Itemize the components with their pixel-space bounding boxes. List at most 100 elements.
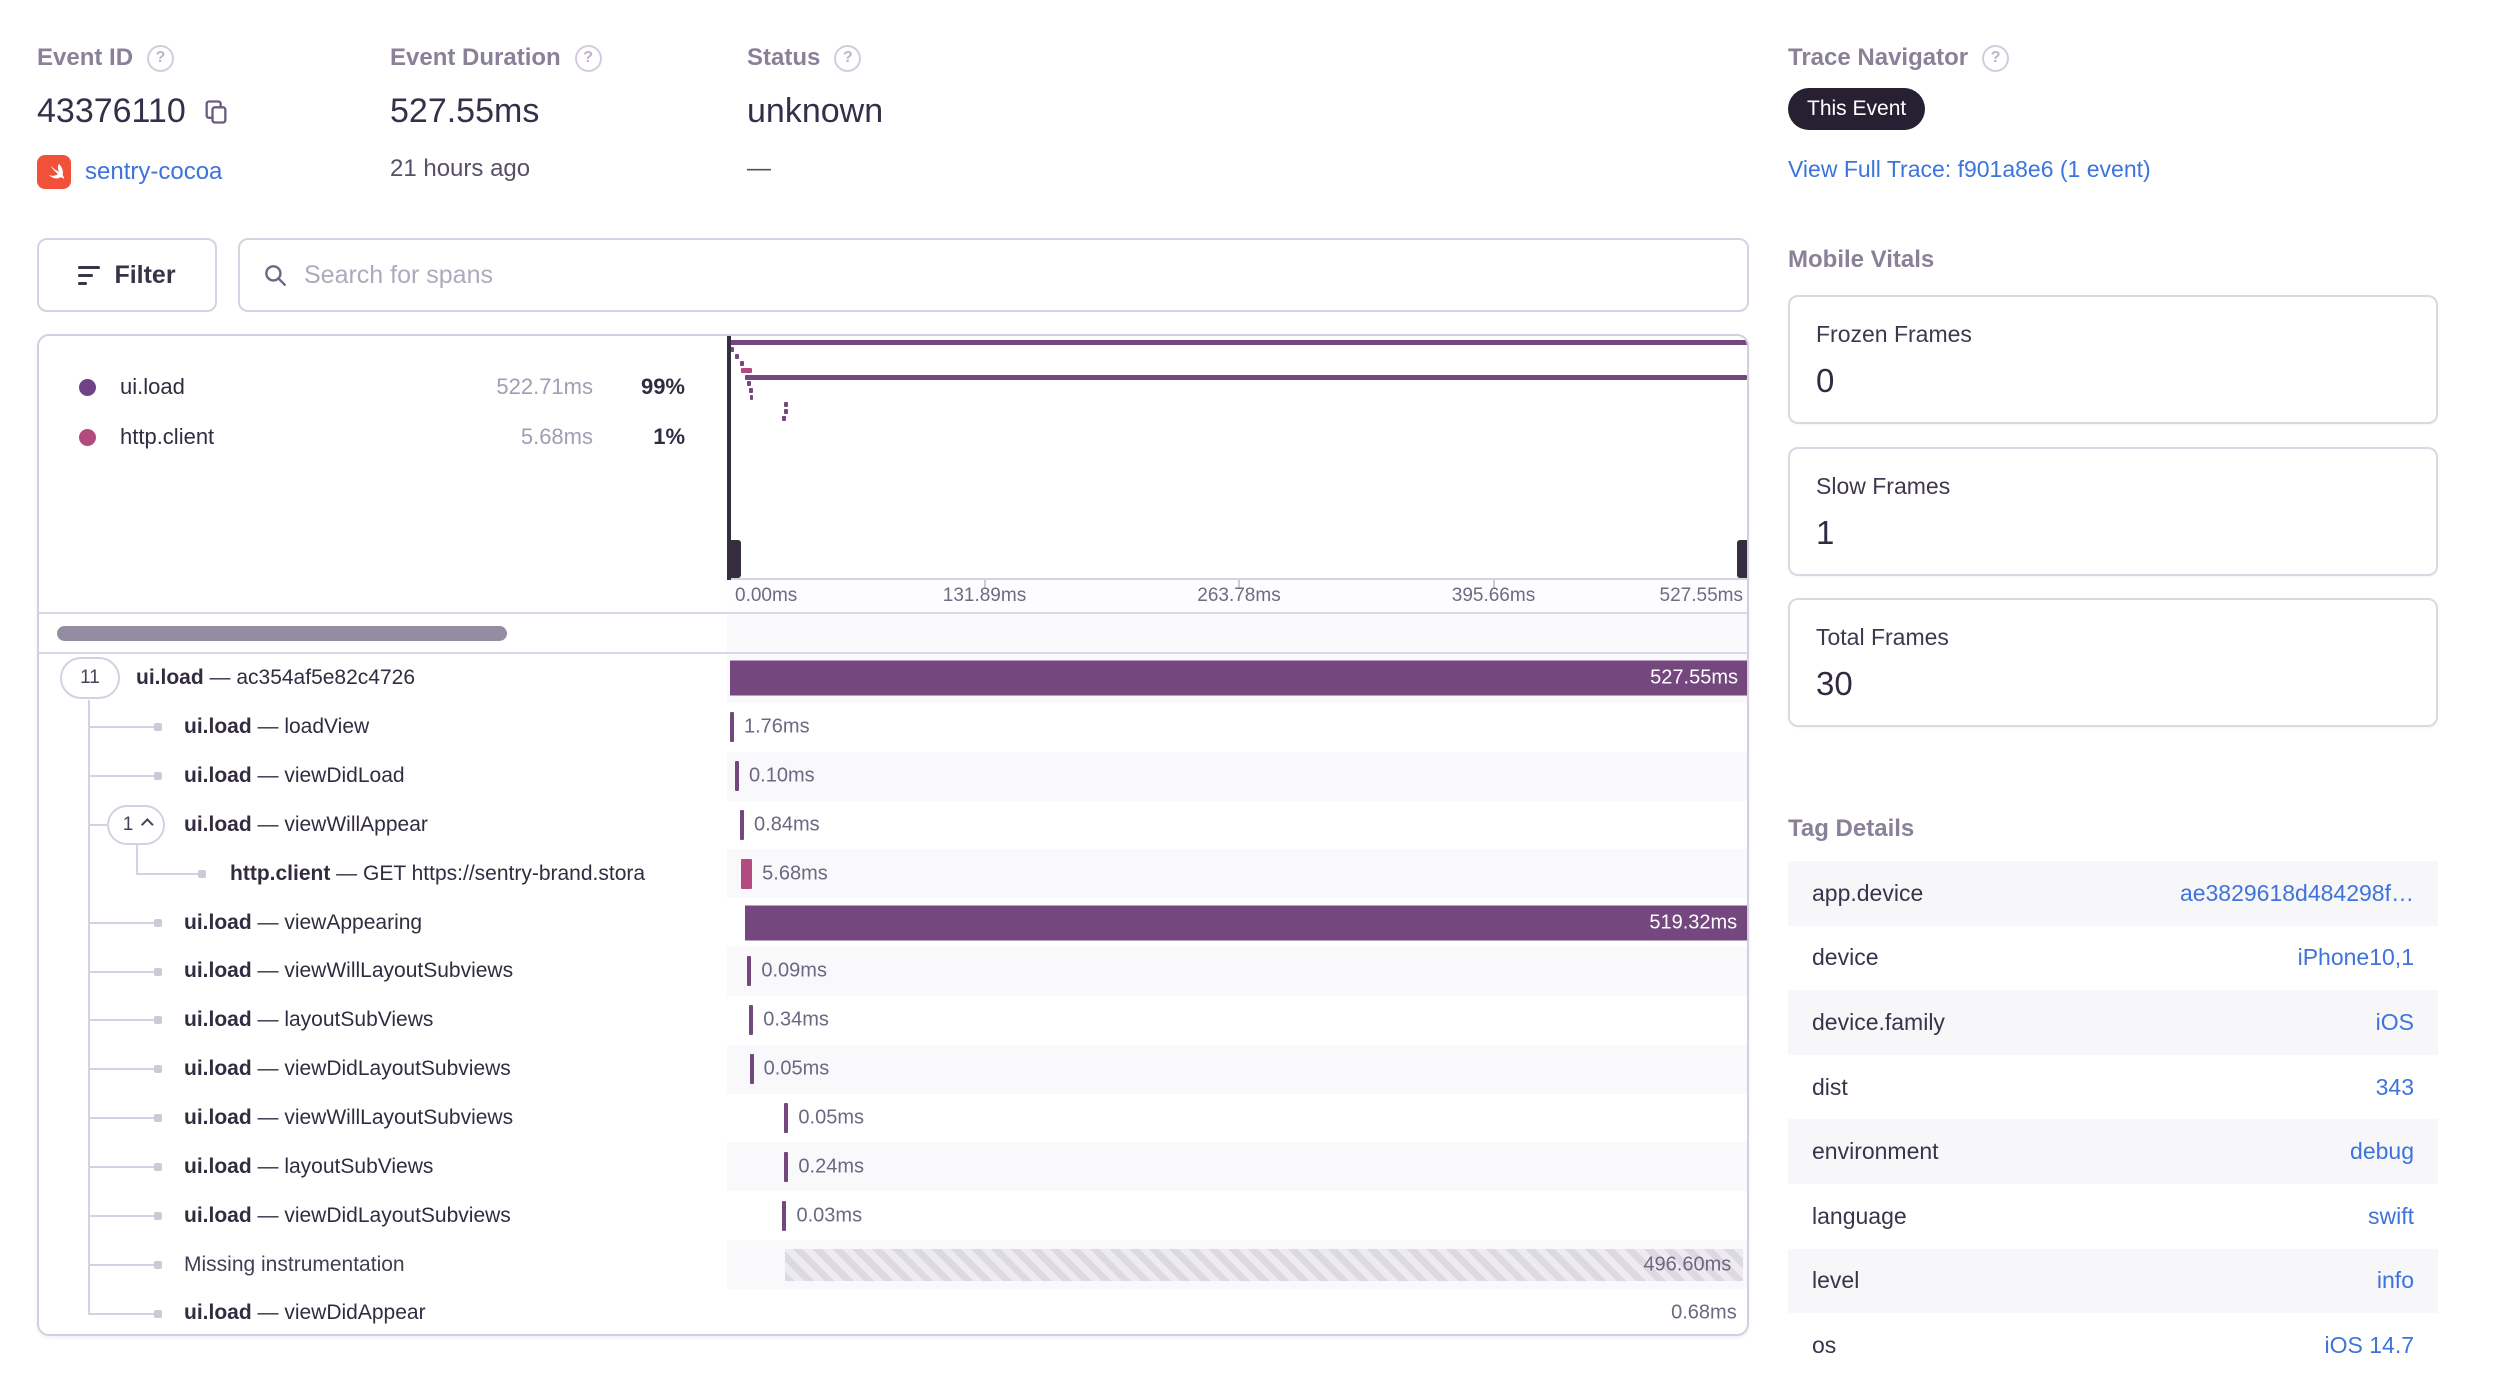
tag-row: app.device ae3829618d484298f… <box>1788 861 2438 926</box>
project-link[interactable]: sentry-cocoa <box>85 158 223 185</box>
sidebar: Trace Navigator ? This Event View Full T… <box>1788 0 2438 1366</box>
minimap-right-handle[interactable] <box>1737 540 1747 578</box>
span-tree-cell: ui.load — ac354af5e82c4726 <box>39 654 727 703</box>
span-row[interactable]: ui.load — layoutSubViews 0.34ms <box>39 996 1747 1045</box>
span-tree-cell: ui.load — viewWillLayoutSubviews <box>39 947 727 996</box>
span-duration-label: 0.03ms <box>796 1204 863 1227</box>
span-bar[interactable] <box>730 660 1747 696</box>
minimap-span <box>745 374 1747 380</box>
span-bar[interactable] <box>749 1054 754 1085</box>
legend-color-dot <box>79 378 96 396</box>
tag-value-link[interactable]: iPhone10,1 <box>2297 944 2414 971</box>
minimap-span <box>730 346 734 352</box>
filter-button[interactable]: Filter <box>37 238 217 312</box>
span-waterfall-cell: 5.68ms <box>727 849 1747 899</box>
legend-percent: 99% <box>640 374 685 399</box>
span-row[interactable]: ui.load — viewWillLayoutSubviews 0.05ms <box>39 1094 1747 1143</box>
tag-details-title: Tag Details <box>1788 815 1915 842</box>
mobile-vitals-title: Mobile Vitals <box>1788 246 1935 273</box>
tag-value-link[interactable]: 343 <box>2375 1073 2414 1100</box>
span-row[interactable]: ui.load — viewDidLayoutSubviews 0.03ms <box>39 1191 1747 1240</box>
span-tree-cell: http.client — GET https://sentry-brand.s… <box>39 849 727 898</box>
help-icon[interactable]: ? <box>1982 44 2010 72</box>
tag-key: environment <box>1812 1138 1939 1165</box>
span-row[interactable]: ui.load — viewWillAppear 0.84ms <box>39 801 1747 850</box>
span-bar[interactable] <box>784 1151 789 1182</box>
help-icon[interactable]: ? <box>147 44 175 72</box>
axis-tick-label: 263.78ms <box>1197 585 1281 606</box>
trace-navigator-title: Trace Navigator <box>1788 44 1969 71</box>
tag-key: os <box>1812 1331 1837 1358</box>
span-bar[interactable] <box>784 1248 1744 1281</box>
vital-card-value: 30 <box>1816 665 1853 702</box>
span-row[interactable]: ui.load — viewWillLayoutSubviews 0.09ms <box>39 947 1747 996</box>
span-autogroup-badge[interactable]: 1 <box>107 804 165 845</box>
span-row[interactable]: ui.load — viewDidLoad 0.10ms <box>39 751 1747 801</box>
tag-value-link[interactable]: ae3829618d484298f… <box>2179 879 2414 906</box>
tag-value-link[interactable]: iOS <box>2375 1008 2414 1035</box>
span-bar[interactable] <box>745 905 1747 941</box>
span-bar[interactable] <box>1746 1298 1747 1329</box>
span-tree-cell: ui.load — viewWillLayoutSubviews <box>39 1094 727 1143</box>
minimap-right-handle[interactable] <box>1747 336 1749 580</box>
axis-tick-mark <box>1492 580 1495 589</box>
minimap-span <box>749 395 754 401</box>
span-bar[interactable] <box>747 956 752 987</box>
span-children-count-badge[interactable]: 11 <box>60 657 120 700</box>
tag-value-link[interactable]: debug <box>2350 1138 2414 1165</box>
span-bar[interactable] <box>730 712 734 743</box>
span-duration-label: 0.09ms <box>761 959 827 982</box>
span-row[interactable]: ui.load — viewDidLayoutSubviews 0.05ms <box>39 1044 1747 1094</box>
span-tree-cell: ui.load — viewDidLoad <box>39 752 727 801</box>
span-duration-label: 1.76ms <box>744 715 810 738</box>
search-input[interactable] <box>304 260 1725 290</box>
span-tree-cell: ui.load — viewDidLayoutSubviews <box>39 1191 727 1240</box>
tag-key: device.family <box>1812 1008 1945 1035</box>
help-icon[interactable]: ? <box>574 44 602 72</box>
span-row[interactable]: ui.load — viewAppearing 519.32ms <box>39 898 1747 947</box>
span-row[interactable]: ui.load — ac354af5e82c4726 527.55ms <box>39 654 1747 703</box>
span-row[interactable]: ui.load — layoutSubViews 0.24ms <box>39 1142 1747 1192</box>
status-label: Status <box>747 44 821 71</box>
span-tree-cell: ui.load — viewDidAppear <box>39 1289 727 1334</box>
tag-value-link[interactable]: iOS 14.7 <box>2324 1331 2415 1358</box>
tag-value-link[interactable]: swift <box>2368 1202 2414 1229</box>
event-duration-value: 527.55ms <box>390 92 540 130</box>
span-row[interactable]: http.client — GET https://sentry-brand.s… <box>39 849 1747 899</box>
span-tree-label: ui.load — layoutSubViews <box>184 1154 434 1178</box>
span-bar[interactable] <box>784 1103 789 1134</box>
minimap-span <box>1746 429 1747 435</box>
legend-percent: 1% <box>653 424 685 449</box>
help-icon[interactable]: ? <box>834 44 862 72</box>
chevron-up-icon <box>141 818 154 832</box>
span-rows: ui.load — ac354af5e82c4726 527.55ms ui.loa… <box>39 654 1747 1334</box>
span-waterfall-cell: 0.05ms <box>727 1094 1747 1143</box>
span-tree-cell: ui.load — viewWillAppear <box>39 801 727 850</box>
span-bar[interactable] <box>740 809 745 840</box>
span-bar[interactable] <box>749 1005 754 1036</box>
span-duration-label: 527.55ms <box>1650 666 1738 689</box>
span-bar[interactable] <box>782 1200 787 1231</box>
trace-minimap[interactable] <box>727 336 1749 580</box>
scrollbar-row-spacer <box>727 614 1747 652</box>
span-row[interactable]: ui.load — viewDidAppear 0.68ms <box>39 1289 1747 1334</box>
span-tree-label: ui.load — loadView <box>184 715 370 739</box>
minimap-left-handle[interactable] <box>727 540 741 578</box>
view-full-trace-link[interactable]: View Full Trace: f901a8e6 (1 event) <box>1788 156 2151 182</box>
minimap-left-handle[interactable] <box>727 336 731 580</box>
vital-card: Frozen Frames 0 <box>1788 295 2438 424</box>
span-waterfall-cell: 0.24ms <box>727 1142 1747 1192</box>
span-duration-label: 0.10ms <box>749 764 815 787</box>
span-row[interactable]: ui.load — loadView 1.76ms <box>39 703 1747 752</box>
span-row[interactable]: Missing instrumentation 496.60ms <box>39 1240 1747 1289</box>
span-tree-label: ui.load — viewAppearing <box>184 910 423 934</box>
legend-duration: 522.71ms <box>496 374 593 399</box>
span-bar[interactable] <box>735 761 740 792</box>
span-waterfall-cell: 0.10ms <box>727 751 1747 801</box>
copy-icon[interactable] <box>202 98 230 126</box>
vital-card-value: 1 <box>1816 513 1835 551</box>
tree-scrollbar-thumb[interactable] <box>57 626 507 641</box>
tag-value-link[interactable]: info <box>2376 1267 2414 1294</box>
tag-row: language swift <box>1788 1184 2438 1249</box>
span-bar[interactable] <box>741 858 753 889</box>
